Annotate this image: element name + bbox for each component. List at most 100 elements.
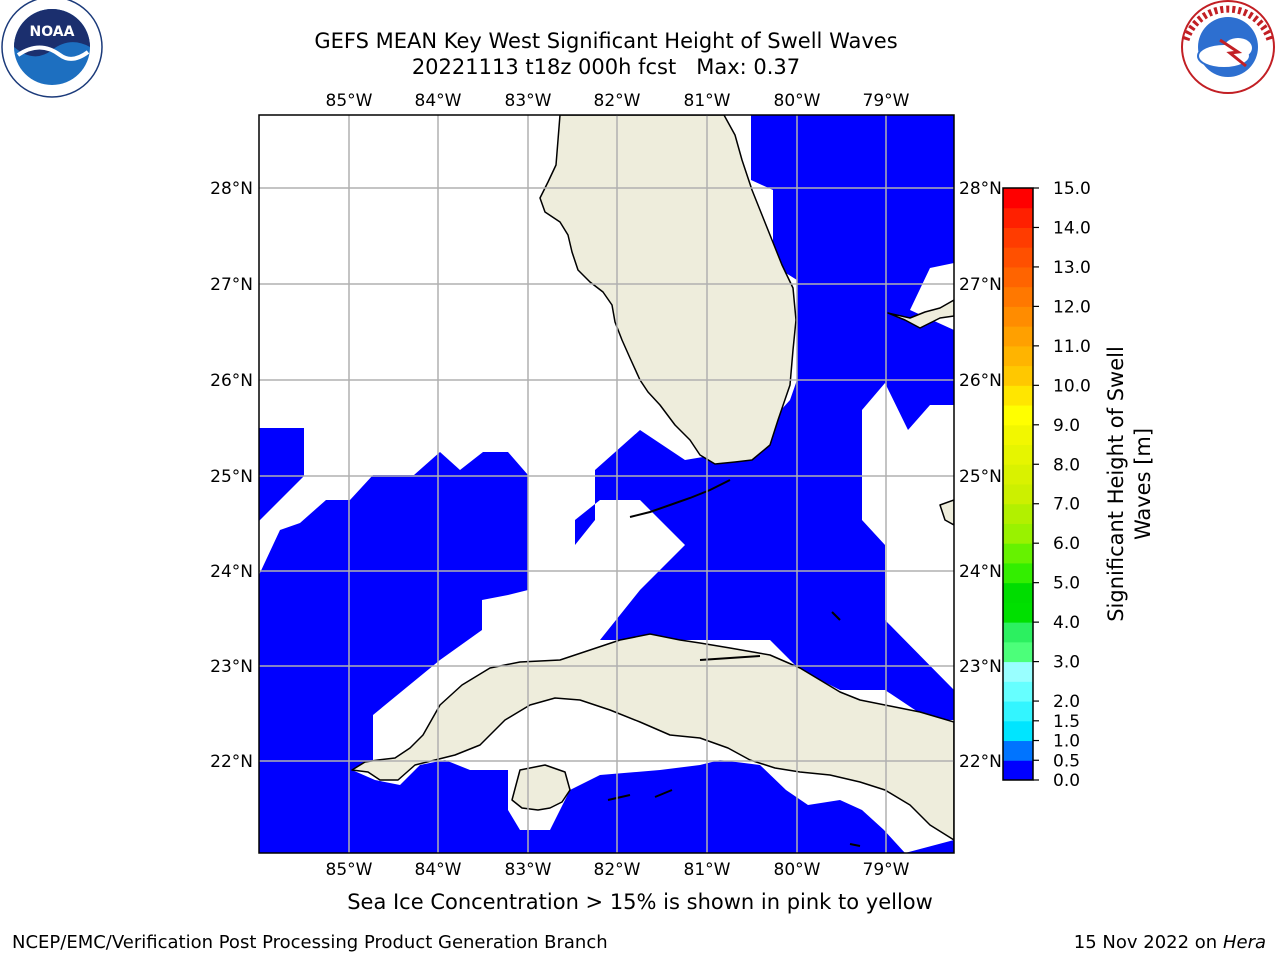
colorbar-tick-label: 15.0 [1053,179,1091,199]
lat-label-left: 27°N [210,275,253,295]
land [351,115,954,841]
cuba-cays-3 [849,843,861,847]
lon-label-top: 83°W [505,91,552,111]
lat-label-right: 28°N [959,179,1002,199]
colorbar-level [1003,188,1033,209]
colorbar-level [1003,326,1033,347]
lat-label-right: 25°N [959,467,1002,487]
colorbar-label-line-1: Significant Height of Swell [1104,346,1128,622]
title-line-1: GEFS MEAN Key West Significant Height of… [314,29,898,53]
colorbar-level [1003,385,1033,406]
map-title: GEFS MEAN Key West Significant Height of… [314,28,897,80]
lat-label-left: 26°N [210,371,253,391]
colorbar-level [1003,345,1033,367]
colorbar-level [1003,424,1033,446]
lat-labels-left: 28°N 27°N 26°N 25°N 24°N 23°N 22°N [210,179,253,772]
lon-label-bottom: 80°W [774,860,821,880]
lat-label-right: 22°N [959,752,1002,772]
colorbar-tick-label: 8.0 [1053,455,1080,475]
swell-gulf-sw [259,452,954,853]
lon-labels-bottom: 85°W 84°W 83°W 82°W 81°W 80°W 79°W [326,860,910,880]
land-bahamas-grand [887,299,954,329]
colorbar-level [1003,365,1033,386]
colorbar-tick-label: 14.0 [1053,218,1091,238]
colorbar: 0.00.51.01.52.0 3.0 4.0 5.0 6.0 7.0 8.0 9.0 10.0… [1002,179,1155,791]
lon-label-bottom: 79°W [863,860,910,880]
small-islands [607,479,861,847]
colorbar-tick-label: 3.0 [1053,653,1080,673]
colorbar-level [1003,562,1033,584]
swell-atlantic [575,115,954,720]
swell-field [259,115,954,853]
colorbar-level [1003,464,1033,485]
lat-label-right: 27°N [959,275,1002,295]
footer-date-text: 15 Nov 2022 on [1073,932,1218,953]
lat-label-left: 24°N [210,562,253,582]
swell-gulf-west-patch [259,428,304,521]
colorbar-frame [1002,187,1034,781]
colorbar-ticks: 0.00.51.01.52.0 3.0 4.0 5.0 6.0 7.0 8.0 9.0 10.0… [1033,179,1091,791]
lon-label-bottom: 81°W [684,860,731,880]
noaa-logo-text: NOAA [30,24,75,40]
colorbar-level [1003,247,1033,268]
lon-labels-top: 85°W 84°W 83°W 82°W 81°W 80°W 79°W [326,91,910,111]
nws-logo [1181,0,1275,94]
lon-label-bottom: 84°W [415,860,462,880]
lat-label-left: 22°N [210,752,253,772]
colorbar-tick-label: 4.0 [1053,613,1080,633]
colorbar-tick-label: 10.0 [1053,376,1091,396]
cuba-cays-2 [654,789,673,798]
colorbar-tick-label: 5.0 [1053,574,1080,594]
colorbar-level [1003,306,1033,327]
colorbar-level [1003,523,1033,544]
lon-label-top: 82°W [594,91,641,111]
colorbar-label-line-2: Waves [m] [1131,428,1155,540]
colorbar-level [1003,760,1033,781]
lon-label-bottom: 85°W [326,860,373,880]
lon-label-top: 85°W [326,91,373,111]
colorbar-level [1003,227,1033,248]
colorbar-level [1003,405,1033,426]
colorbar-tick-label: 0.5 [1053,751,1080,771]
colorbar-levels [1003,188,1033,781]
colorbar-tick-label: 1.0 [1053,732,1080,752]
lon-label-top: 79°W [863,91,910,111]
footer-machine: Hera [1222,932,1266,953]
land-isla-de-la-juventud [511,764,571,811]
colorbar-level [1003,286,1033,307]
colorbar-level [1003,641,1033,663]
cay-sal [831,611,841,621]
colorbar-level [1003,444,1033,465]
footer-credit: NCEP/EMC/Verification Post Processing Pr… [12,932,608,953]
colorbar-tick-label: 11.0 [1053,337,1091,357]
title-line-2: 20221113 t18z 000h fcst Max: 0.37 [411,55,801,79]
lon-label-bottom: 82°W [594,860,641,880]
colorbar-level [1003,740,1033,761]
map-area [259,115,954,853]
land-bahamas-andros [939,499,954,526]
colorbar-level [1003,503,1033,524]
colorbar-tick-label: 12.0 [1053,297,1091,317]
colorbar-level [1003,622,1033,643]
cuba-north-cays [699,655,761,661]
colorbar-level [1003,602,1033,623]
colorbar-level [1003,266,1033,288]
colorbar-level [1003,543,1033,564]
colorbar-level [1003,720,1033,742]
lat-label-left: 28°N [210,179,253,199]
colorbar-level [1003,661,1033,682]
lat-labels-right: 28°N 27°N 26°N 25°N 24°N 23°N 22°N [959,179,1002,772]
footer-date: 15 Nov 2022 on Hera [1074,932,1266,953]
lat-label-left: 25°N [210,467,253,487]
colorbar-level [1003,207,1033,228]
lon-label-top: 81°W [684,91,731,111]
lat-label-left: 23°N [210,657,253,677]
lat-label-right: 23°N [959,657,1002,677]
colorbar-level [1003,582,1033,603]
cuba-cays-1 [607,794,631,801]
gridlines [259,115,954,853]
noaa-logo: NOAA [1,0,103,98]
colorbar-tick-label: 7.0 [1053,495,1080,515]
land-florida [539,115,797,465]
